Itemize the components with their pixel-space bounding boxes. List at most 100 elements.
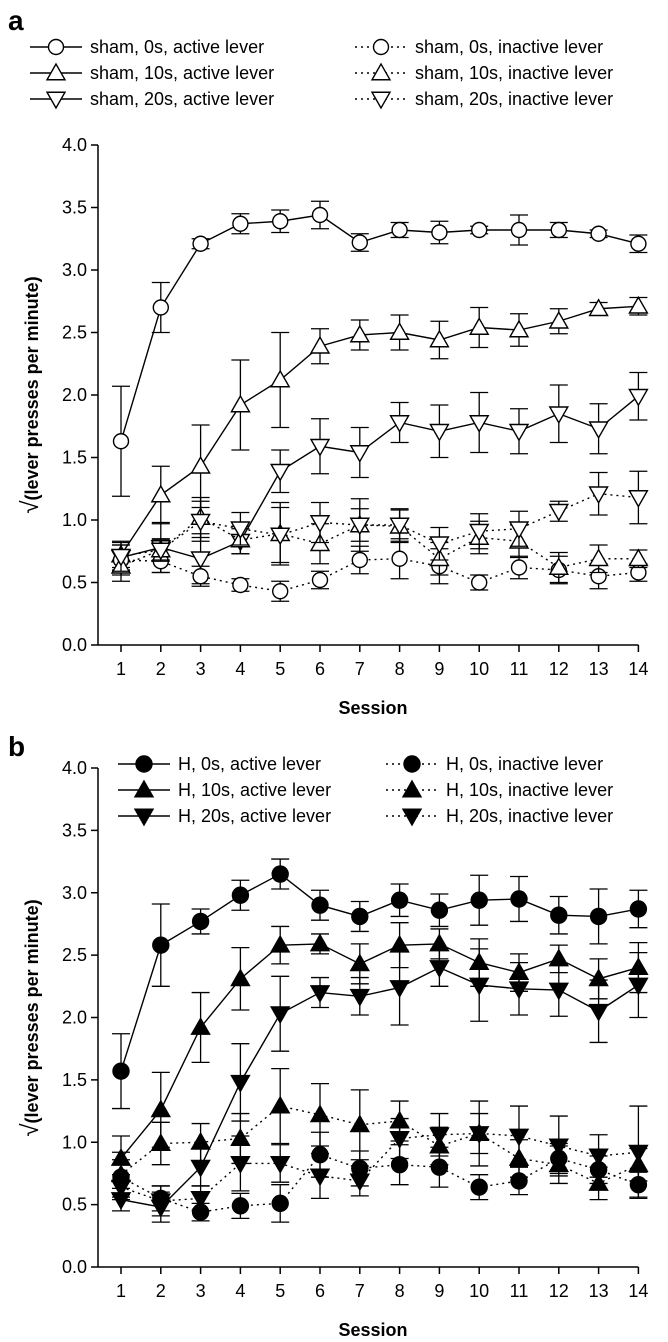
legend-label: sham, 20s, active lever — [90, 89, 274, 109]
data-point — [470, 891, 488, 909]
data-point — [349, 445, 371, 463]
data-point — [430, 901, 449, 919]
data-point — [311, 896, 329, 914]
data-point — [588, 1173, 609, 1191]
data-point — [628, 388, 649, 407]
legend-entry-6: H, 20s, inactive lever — [386, 806, 613, 827]
data-point — [232, 215, 249, 232]
data-point — [508, 981, 530, 1000]
data-point — [588, 1148, 609, 1167]
x-tick-label: 7 — [355, 659, 365, 679]
series-5 — [110, 496, 649, 584]
x-tick-label: 3 — [196, 1281, 206, 1301]
data-point — [150, 542, 172, 561]
legend-label: sham, 10s, inactive lever — [415, 63, 613, 83]
y-tick-label: 3.0 — [62, 260, 87, 280]
data-point — [269, 527, 291, 546]
legend-label: H, 0s, inactive lever — [446, 754, 603, 774]
data-point — [351, 907, 369, 926]
data-point — [548, 406, 570, 425]
data-point — [269, 1006, 291, 1025]
data-point — [508, 1128, 530, 1147]
legend-marker — [135, 755, 153, 773]
y-tick-label: 3.5 — [62, 820, 87, 840]
x-tick-label: 4 — [235, 659, 245, 679]
series-3 — [110, 948, 649, 1223]
legend-panel-b: H, 0s, active lever H, 10s, active lever H… — [118, 754, 613, 827]
data-point — [629, 900, 648, 918]
legend-entry-5: H, 10s, inactive lever — [386, 779, 613, 800]
data-point — [150, 1193, 172, 1212]
data-point — [590, 225, 607, 242]
x-tick-label: 7 — [355, 1281, 365, 1301]
data-point — [190, 551, 211, 570]
legend-label: sham, 20s, inactive lever — [415, 89, 613, 109]
series-line — [120, 493, 639, 557]
data-point — [309, 335, 331, 354]
data-point — [468, 415, 490, 433]
data-point — [190, 1017, 211, 1035]
x-tick-label: 11 — [510, 1281, 529, 1301]
legend-entry-1: sham, 0s, active lever — [30, 37, 264, 57]
data-point — [112, 1062, 130, 1080]
data-point — [588, 548, 609, 567]
data-point — [190, 513, 211, 532]
legend-marker — [370, 91, 392, 110]
data-point — [272, 583, 289, 600]
legend-label: sham, 0s, inactive lever — [415, 37, 603, 57]
legend-label: H, 10s, active lever — [178, 780, 331, 800]
data-point — [628, 1144, 649, 1163]
data-point — [389, 415, 410, 433]
data-point — [309, 1168, 331, 1187]
data-point — [349, 1114, 371, 1133]
data-point — [510, 890, 528, 908]
y-axis-label-b: √(lever presses per minute) — [17, 899, 44, 1136]
legend-marker — [372, 38, 390, 56]
x-tick-label: 11 — [510, 659, 529, 679]
data-point — [389, 322, 410, 340]
x-tick-label: 12 — [549, 659, 569, 679]
data-point — [468, 523, 490, 542]
series-6 — [110, 470, 649, 572]
x-tick-label: 13 — [589, 1281, 609, 1301]
data-point — [190, 1190, 211, 1209]
x-tick-label: 1 — [116, 1281, 126, 1301]
legend-label: H, 0s, active lever — [178, 754, 321, 774]
series-5 — [110, 1067, 649, 1201]
data-point — [269, 463, 291, 482]
x-tick-label: 12 — [549, 1281, 569, 1301]
data-point — [630, 235, 647, 252]
legend-entry-2: sham, 10s, active lever — [30, 62, 274, 83]
data-point — [112, 433, 130, 450]
data-point — [431, 224, 448, 241]
legend-label: sham, 10s, active lever — [90, 63, 274, 83]
data-point — [351, 551, 368, 569]
data-point — [389, 517, 410, 536]
series-6 — [110, 1100, 649, 1217]
data-point — [309, 985, 331, 1003]
data-point — [351, 234, 368, 251]
data-point — [232, 576, 249, 594]
legend-entry-6: sham, 20s, inactive lever — [355, 89, 613, 110]
data-point — [628, 548, 649, 567]
legend-panel-a: sham, 0s, active lever sham, 10s, active … — [30, 37, 613, 110]
x-tick-label: 9 — [434, 1281, 444, 1301]
data-point — [628, 977, 649, 996]
data-point — [550, 906, 568, 924]
y-tick-label: 0.5 — [62, 1195, 87, 1215]
data-point — [349, 953, 371, 972]
legend-label: H, 10s, inactive lever — [446, 780, 613, 800]
x-tick-label: 14 — [628, 1281, 648, 1301]
y-tick-label: 1.5 — [62, 448, 87, 468]
y-axis-sqrt-symbol-a: √ — [17, 500, 44, 514]
x-tick-label: 2 — [156, 1281, 166, 1301]
y-tick-label: 4.0 — [62, 135, 87, 155]
data-point — [191, 912, 210, 931]
y-tick-label: 0.0 — [62, 635, 87, 655]
x-tick-label: 8 — [395, 659, 405, 679]
data-point — [588, 486, 609, 505]
series-line — [120, 516, 639, 569]
data-point — [390, 891, 409, 909]
x-tick-label: 3 — [196, 659, 206, 679]
